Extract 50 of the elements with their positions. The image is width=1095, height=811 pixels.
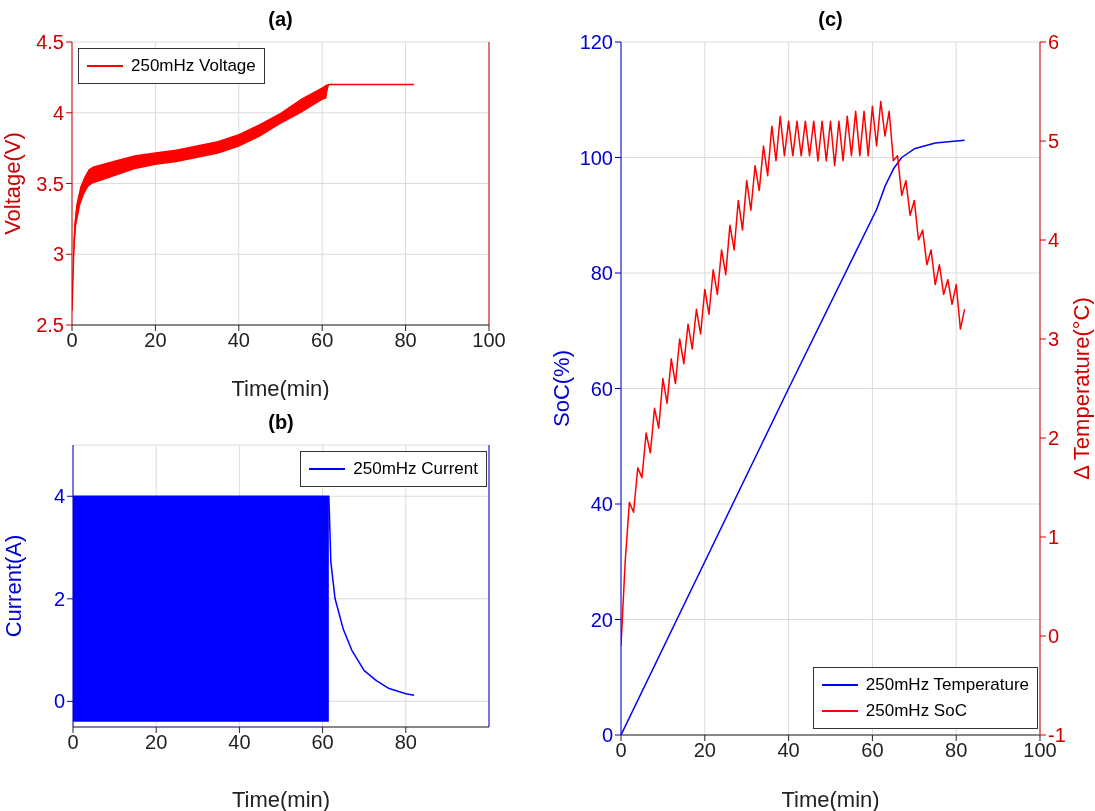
y2-tick-label: 4 xyxy=(1048,229,1060,252)
y2-tick-label: 1 xyxy=(1048,526,1060,549)
y-tick-label: 2 xyxy=(53,587,65,610)
chart-title: (b) xyxy=(267,411,295,434)
legend-label: 250mHz Temperature xyxy=(865,674,1029,696)
x-tick-label: 80 xyxy=(945,739,968,762)
y2-tick-label: 5 xyxy=(1048,130,1060,153)
y2-tick-label: 0 xyxy=(1048,625,1060,648)
y-tick-label: 40 xyxy=(590,493,613,516)
x-tick-label: 0 xyxy=(615,739,627,762)
x-tick-label: 0 xyxy=(67,731,79,754)
x-tick-label: 40 xyxy=(228,731,251,754)
x-tick-label: 60 xyxy=(311,731,334,754)
y-tick-label: 2.5 xyxy=(36,314,64,337)
x-tick-label: 20 xyxy=(693,739,716,762)
chart-title: (c) xyxy=(817,8,844,31)
x-tick-label: 80 xyxy=(394,731,417,754)
x-tick-label: 40 xyxy=(227,329,250,352)
x-tick-label: 20 xyxy=(145,731,168,754)
x-tick-label: 60 xyxy=(861,739,884,762)
y-tick-label: 4 xyxy=(52,101,64,124)
y-axis-title: Current(A) xyxy=(0,534,26,638)
x-tick-label: 100 xyxy=(472,329,506,352)
x-axis-title: Time(min) xyxy=(231,376,330,401)
y-tick-label: 120 xyxy=(579,31,613,54)
y-tick-label: 60 xyxy=(590,377,613,400)
y-tick-label: 100 xyxy=(579,146,613,169)
y-tick-label: 3.5 xyxy=(36,172,64,195)
x-tick-label: 80 xyxy=(394,329,417,352)
x-axis-title: Time(min) xyxy=(781,787,880,811)
y-tick-label: 80 xyxy=(590,262,613,285)
x-axis-title: Time(min) xyxy=(231,787,331,811)
x-tick-label: 60 xyxy=(311,329,334,352)
y-axis-title: SoC(%) xyxy=(548,349,574,428)
y2-tick-label: 6 xyxy=(1048,31,1060,54)
y-tick-label: 4 xyxy=(53,485,65,508)
legend-label: 250mHz Current xyxy=(353,458,478,480)
y2-tick-label: 3 xyxy=(1048,328,1060,351)
y2-axis-title: Δ Temperature(°C) xyxy=(1068,297,1094,480)
y2-tick-label: 2 xyxy=(1048,427,1060,450)
x-tick-label: 20 xyxy=(144,329,167,352)
y-tick-label: 3 xyxy=(52,243,64,266)
legend-label: 250mHz Voltage xyxy=(131,55,256,77)
y-axis-title: Voltage(V) xyxy=(0,132,25,235)
legend-label: 250mHz SoC xyxy=(865,700,967,722)
x-tick-label: 40 xyxy=(777,739,800,762)
y-tick-label: 20 xyxy=(590,608,613,631)
y-tick-label: 0 xyxy=(53,690,65,713)
chart-title: (a) xyxy=(267,8,294,31)
y-tick-label: 4.5 xyxy=(36,31,64,54)
